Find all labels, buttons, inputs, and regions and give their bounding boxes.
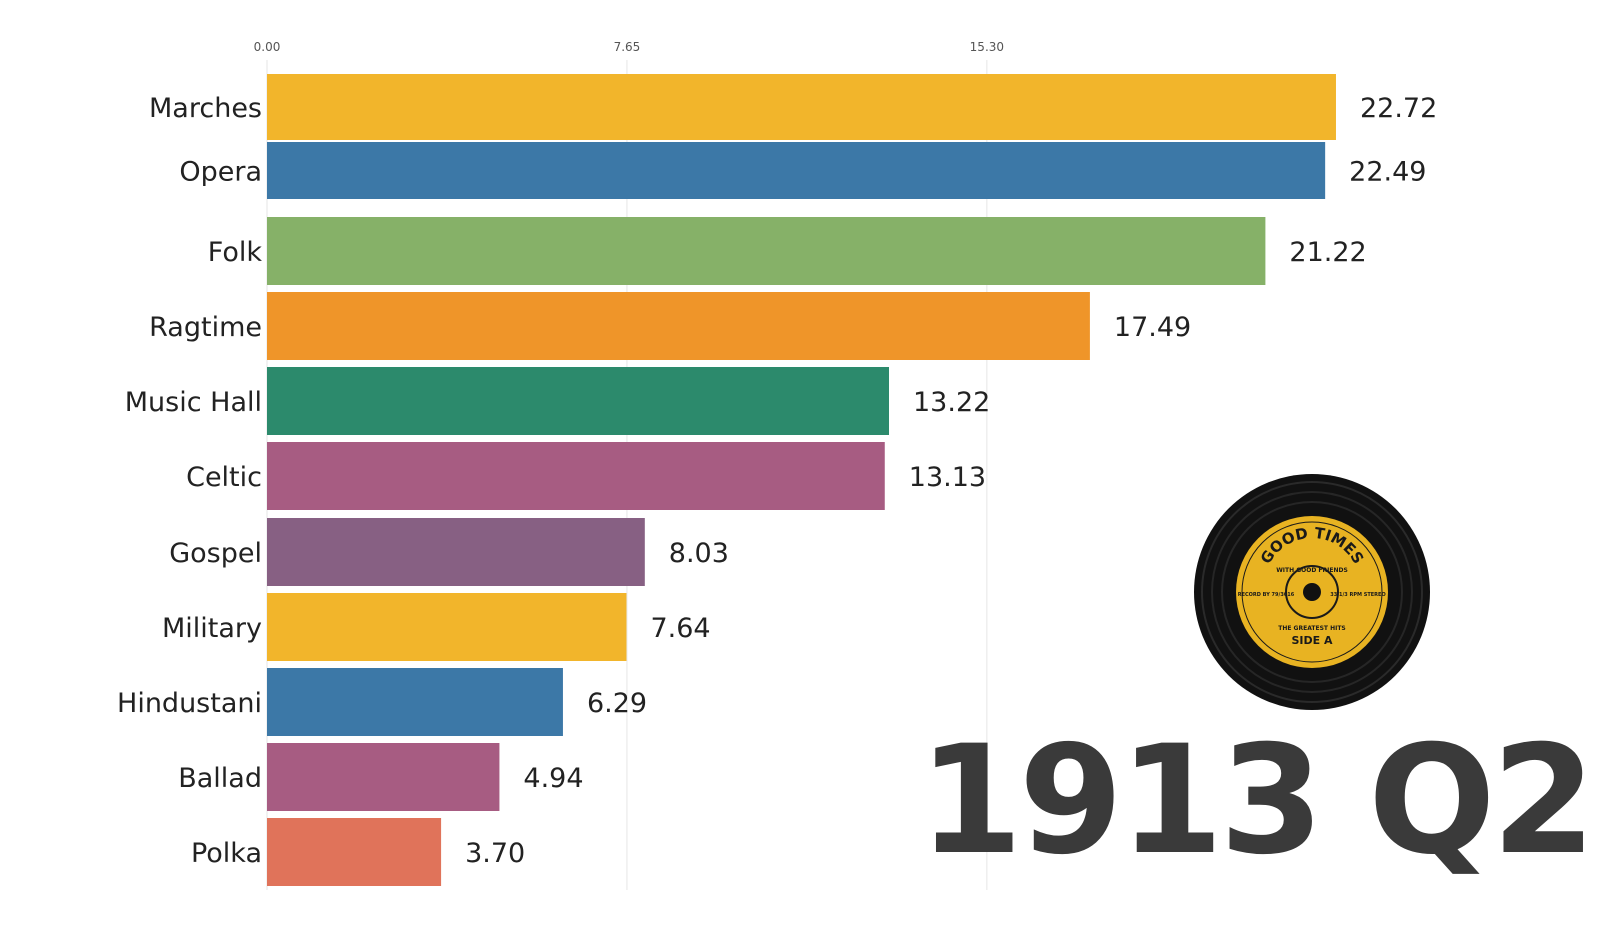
bar-marches <box>267 74 1336 140</box>
bars-layer: Marches 22.72 Opera 22.49 Folk 21.22 Ragtime 17… <box>117 74 1437 886</box>
value-label: 7.64 <box>650 613 710 644</box>
category-label: Folk <box>208 237 263 268</box>
category-label: Celtic <box>186 462 262 493</box>
value-label: 4.94 <box>523 763 583 794</box>
value-label: 13.22 <box>913 387 990 418</box>
bar-gospel <box>267 518 645 586</box>
bar-hindustani <box>267 668 563 736</box>
record-side-text: SIDE A <box>1291 634 1332 647</box>
value-label: 8.03 <box>669 538 729 569</box>
bar-opera <box>267 142 1326 199</box>
category-label: Military <box>162 613 262 644</box>
record-left-text: RECORD BY 79/3016 <box>1238 592 1295 598</box>
category-label: Music Hall <box>125 387 262 418</box>
x-tick-label: 15.30 <box>970 40 1004 54</box>
value-label: 22.72 <box>1360 93 1437 124</box>
x-axis-ticks: 0.00 7.65 15.30 <box>254 40 1004 54</box>
value-label: 17.49 <box>1114 312 1191 343</box>
bar-folk <box>267 217 1266 285</box>
category-label: Marches <box>149 93 262 124</box>
category-label: Hindustani <box>117 688 262 719</box>
category-label: Opera <box>179 157 262 188</box>
category-label: Gospel <box>169 538 262 569</box>
value-label: 13.13 <box>909 462 986 493</box>
record-right-text: 33 1/3 RPM STEREO <box>1330 592 1385 598</box>
value-label: 3.70 <box>465 838 525 869</box>
category-label: Polka <box>191 838 262 869</box>
x-tick-label: 0.00 <box>254 40 281 54</box>
value-label: 21.22 <box>1289 237 1366 268</box>
period-label: 1913 Q2 <box>918 714 1592 888</box>
value-label: 6.29 <box>587 688 647 719</box>
bar-polka <box>267 818 442 886</box>
bar-military <box>267 593 627 661</box>
bar-music_hall <box>267 367 890 435</box>
bar-celtic <box>267 442 885 510</box>
record-subtitle: WITH GOOD FRIENDS <box>1276 567 1348 574</box>
x-tick-label: 7.65 <box>614 40 641 54</box>
value-label: 22.49 <box>1349 157 1426 188</box>
vinyl-record-icon: GOOD TIMES WITH GOOD FRIENDS RECORD BY 7… <box>1194 474 1430 710</box>
category-label: Ballad <box>178 763 262 794</box>
bar-ragtime <box>267 292 1090 360</box>
category-label: Ragtime <box>149 312 262 343</box>
record-bottom-text: THE GREATEST HITS <box>1278 625 1346 632</box>
bar-ballad <box>267 743 500 811</box>
